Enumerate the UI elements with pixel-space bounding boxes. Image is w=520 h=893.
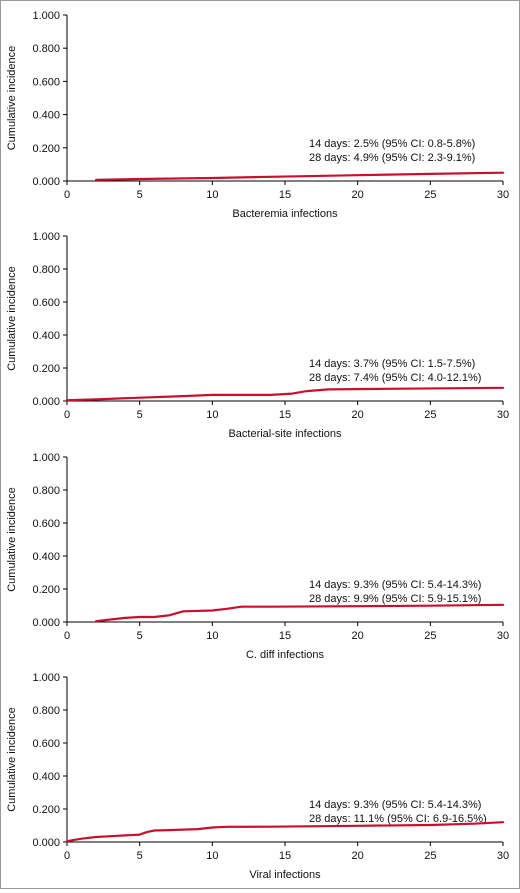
x-tick-label: 25 xyxy=(424,850,436,862)
y-tick-label: 0.400 xyxy=(32,330,60,342)
y-tick-label: 0.000 xyxy=(32,837,60,849)
annotation-28-days: 28 days: 7.4% (95% CI: 4.0-12.1%) xyxy=(309,372,481,384)
x-tick-label: 25 xyxy=(424,630,436,642)
y-tick-label: 0.200 xyxy=(32,363,60,375)
y-tick-label: 0.600 xyxy=(32,76,60,88)
y-tick-label: 1.000 xyxy=(32,672,60,684)
x-tick-label: 20 xyxy=(352,409,364,421)
chart-panel-2: 0.000 0.200 0.400 0.600 0.800 1.000 0 5 10 15 20 25… xyxy=(6,231,509,440)
chart-panel-3: 0.000 0.200 0.400 0.600 0.800 1.000 0 5 10 15 20 25… xyxy=(6,452,509,661)
cumulative-incidence-line xyxy=(95,603,505,623)
y-tick-label: 0.200 xyxy=(32,804,60,816)
y-tick-label: 0.400 xyxy=(32,771,60,783)
annotation-28-days: 28 days: 9.9% (95% CI: 5.9-15.1%) xyxy=(309,593,481,605)
x-tick-label: 0 xyxy=(64,189,70,201)
chart-panel-4: 0.000 0.200 0.400 0.600 0.800 1.000 0 5 10 15 20 25… xyxy=(6,672,509,881)
y-tick-label: 0.800 xyxy=(32,705,60,717)
x-tick-label: 15 xyxy=(279,630,291,642)
y-tick-label: 0.000 xyxy=(32,396,60,408)
y-tick-label: 0.400 xyxy=(32,551,60,563)
x-tick-label: 25 xyxy=(424,189,436,201)
y-tick-label: 0.000 xyxy=(32,176,60,188)
x-tick-label: 5 xyxy=(137,850,143,862)
x-tick-label: 30 xyxy=(497,189,509,201)
x-tick-label: 10 xyxy=(206,630,218,642)
chart-panel-1: 0.000 0.200 0.400 0.600 0.800 1.000 0 5 10 15 20 25… xyxy=(6,10,509,220)
x-tick-label: 5 xyxy=(137,630,143,642)
cumulative-incidence-line xyxy=(65,386,505,402)
y-tick-label: 1.000 xyxy=(32,10,60,22)
y-axis-label: Cumulative incidence xyxy=(6,487,18,592)
x-tick-label: 10 xyxy=(206,850,218,862)
y-tick-label: 0.600 xyxy=(32,738,60,750)
annotation-14-days: 14 days: 3.7% (95% CI: 1.5-7.5%) xyxy=(309,358,475,370)
x-tick-label: 5 xyxy=(137,189,143,201)
x-tick-label: 10 xyxy=(206,189,218,201)
y-tick-label: 0.800 xyxy=(32,264,60,276)
annotation-14-days: 14 days: 2.5% (95% CI: 0.8-5.8%) xyxy=(309,138,475,150)
x-axis-label: Bacteremia infections xyxy=(232,208,338,220)
x-tick-label: 30 xyxy=(497,850,509,862)
y-tick-label: 0.800 xyxy=(32,43,60,55)
y-tick-label: 1.000 xyxy=(32,231,60,243)
y-tick-label: 0.200 xyxy=(32,143,60,155)
y-tick-label: 0.800 xyxy=(32,485,60,497)
annotation-28-days: 28 days: 11.1% (95% CI: 6.9-16.5%) xyxy=(309,813,487,825)
x-axis-label: Bacterial-site infections xyxy=(228,428,342,440)
x-tick-label: 20 xyxy=(352,630,364,642)
x-tick-label: 30 xyxy=(497,409,509,421)
y-axis-label: Cumulative incidence xyxy=(6,266,18,371)
y-tick-label: 1.000 xyxy=(32,452,60,464)
x-tick-label: 15 xyxy=(279,850,291,862)
y-tick-label: 0.600 xyxy=(32,518,60,530)
cumulative-incidence-line xyxy=(65,821,505,843)
x-tick-label: 20 xyxy=(352,850,364,862)
y-tick-label: 0.200 xyxy=(32,584,60,596)
x-tick-label: 25 xyxy=(424,409,436,421)
y-tick-label: 0.000 xyxy=(32,617,60,629)
x-tick-label: 10 xyxy=(206,409,218,421)
y-axis-label: Cumulative incidence xyxy=(6,707,18,812)
x-tick-label: 5 xyxy=(137,409,143,421)
y-axis-label: Cumulative incidence xyxy=(6,46,18,151)
x-axis-label: Viral infections xyxy=(249,869,321,881)
annotation-28-days: 28 days: 4.9% (95% CI: 2.3-9.1%) xyxy=(309,152,475,164)
x-tick-label: 0 xyxy=(64,850,70,862)
x-tick-label: 30 xyxy=(497,630,509,642)
x-tick-label: 15 xyxy=(279,409,291,421)
y-tick-label: 0.400 xyxy=(32,110,60,122)
x-tick-label: 0 xyxy=(64,409,70,421)
annotation-14-days: 14 days: 9.3% (95% CI: 5.4-14.3%) xyxy=(309,799,481,811)
x-axis-label: C. diff infections xyxy=(246,649,325,661)
x-tick-label: 0 xyxy=(64,630,70,642)
x-tick-label: 15 xyxy=(279,189,291,201)
cumulative-incidence-line xyxy=(95,171,505,181)
annotation-14-days: 14 days: 9.3% (95% CI: 5.4-14.3%) xyxy=(309,579,481,591)
x-tick-label: 20 xyxy=(352,189,364,201)
y-tick-label: 0.600 xyxy=(32,297,60,309)
